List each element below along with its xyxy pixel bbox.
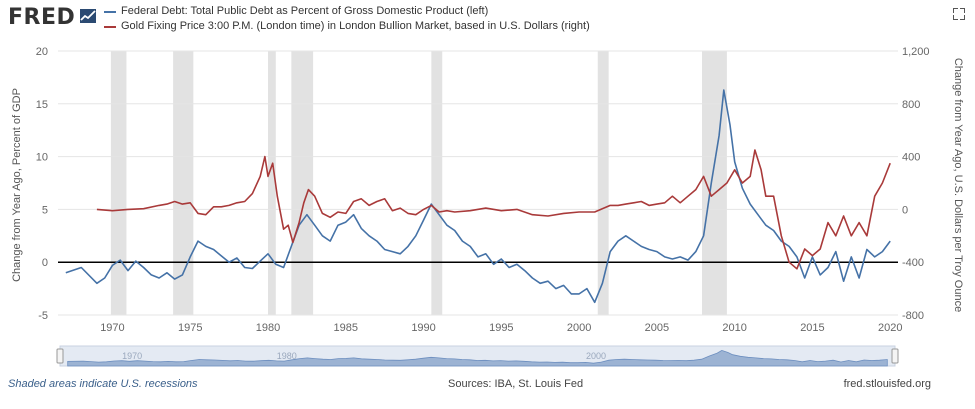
- x-tick-8: 2010: [722, 322, 746, 334]
- navigator-series-area: [67, 349, 888, 367]
- legend-swatch-blue: [104, 10, 116, 13]
- fred-logo[interactable]: FRED: [8, 5, 76, 30]
- navigator-handle-left[interactable]: [56, 348, 64, 364]
- fred-logo-mark-icon: [80, 9, 96, 23]
- y-axis-right-label: Change from Year Ago, U.S. Dollars per T…: [952, 58, 964, 312]
- y-tick-right-5: -800: [902, 310, 924, 322]
- chart-legend: Federal Debt: Total Public Debt as Perce…: [104, 4, 590, 34]
- legend-label-federal-debt: Federal Debt: Total Public Debt as Perce…: [121, 5, 489, 17]
- y-axis-right-ticks: 1,200 800 400 0 -400 -800: [902, 46, 930, 322]
- x-tick-9: 2015: [800, 322, 824, 334]
- legend-swatch-red: [104, 25, 116, 28]
- recession-band-3: [291, 51, 314, 315]
- navigator-label-1: 1980: [277, 351, 297, 361]
- legend-label-gold-price: Gold Fixing Price 3:00 P.M. (London time…: [121, 20, 590, 32]
- recession-bands: [110, 51, 727, 315]
- recession-note: Shaded areas indicate U.S. recessions: [8, 378, 198, 390]
- y-tick-right-2: 400: [902, 152, 920, 164]
- y-tick-left-1: 15: [36, 99, 48, 111]
- range-navigator[interactable]: 1970 1980 2000: [56, 345, 899, 367]
- navigator-handle-right[interactable]: [891, 348, 899, 364]
- y-tick-left-2: 10: [36, 152, 48, 164]
- legend-item-gold-price[interactable]: Gold Fixing Price 3:00 P.M. (London time…: [104, 19, 590, 34]
- source-text: Sources: IBA, St. Louis Fed: [448, 378, 584, 390]
- legend-item-federal-debt[interactable]: Federal Debt: Total Public Debt as Perce…: [104, 4, 590, 19]
- series-line-gold-price: [96, 149, 891, 270]
- fred-url-link[interactable]: fred.stlouisfed.org: [843, 378, 931, 390]
- navigator-label-2: 2000: [586, 351, 606, 361]
- y-tick-right-3: 0: [902, 204, 908, 216]
- y-tick-right-4: -400: [902, 257, 924, 269]
- x-tick-4: 1990: [411, 322, 435, 334]
- recession-band-0: [110, 51, 127, 315]
- fullscreen-icon[interactable]: [953, 8, 965, 20]
- x-tick-7: 2005: [645, 322, 669, 334]
- y-tick-right-0: 1,200: [902, 46, 930, 58]
- y-tick-right-1: 800: [902, 99, 920, 111]
- navigator-label-0: 1970: [122, 351, 142, 361]
- x-tick-2: 1980: [256, 322, 280, 334]
- x-tick-6: 2000: [567, 322, 591, 334]
- y-axis-left-ticks: 20 15 10 5 0 -5: [36, 46, 48, 322]
- x-tick-5: 1995: [489, 322, 513, 334]
- recession-band-2: [268, 51, 276, 315]
- y-tick-left-0: 20: [36, 46, 48, 58]
- y-axis-left-label: Change from Year Ago, Percent of GDP: [11, 88, 23, 282]
- recession-band-5: [597, 51, 609, 315]
- recession-band-4: [431, 51, 443, 315]
- x-tick-10: 2020: [878, 322, 902, 334]
- series-lines: [65, 89, 891, 304]
- y-tick-left-5: -5: [38, 310, 48, 322]
- series-line-federal-debt: [65, 89, 891, 304]
- chart-header: FRED Federal Debt: Total Public Debt as …: [0, 0, 975, 40]
- y-tick-left-4: 0: [42, 257, 48, 269]
- x-tick-0: 1970: [100, 322, 124, 334]
- y-tick-left-3: 5: [42, 204, 48, 216]
- x-axis-ticks: 1970 1975 1980 1985 1990 1995 2000 2005 2010 2015…: [100, 322, 902, 334]
- recession-band-1: [173, 51, 194, 315]
- x-tick-3: 1985: [334, 322, 358, 334]
- x-tick-1: 1975: [178, 322, 202, 334]
